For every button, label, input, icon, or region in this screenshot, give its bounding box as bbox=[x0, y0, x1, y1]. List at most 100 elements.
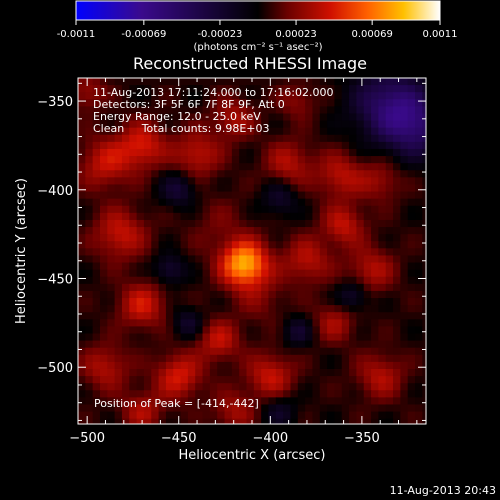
heatmap-cell bbox=[187, 184, 196, 193]
heatmap-cell bbox=[224, 148, 233, 157]
heatmap-cell bbox=[246, 383, 255, 391]
heatmap-cell bbox=[187, 418, 196, 424]
heatmap-cell bbox=[217, 191, 226, 200]
heatmap-cell bbox=[173, 191, 182, 200]
heatmap-cell bbox=[246, 269, 255, 278]
heatmap-cell bbox=[151, 156, 160, 164]
heatmap-cell bbox=[371, 397, 379, 406]
heatmap-cell bbox=[78, 198, 86, 207]
heatmap-cell bbox=[151, 305, 160, 313]
heatmap-cell bbox=[209, 205, 218, 214]
heatmap-cell bbox=[415, 298, 423, 306]
heatmap-cell bbox=[341, 127, 350, 136]
heatmap-cell bbox=[180, 163, 189, 171]
heatmap-cell bbox=[319, 191, 328, 200]
heatmap-cell bbox=[180, 368, 189, 377]
heatmap-cell bbox=[297, 170, 306, 178]
heatmap-cell bbox=[393, 298, 401, 306]
heatmap-cell bbox=[393, 418, 401, 424]
heatmap-cell bbox=[99, 411, 108, 420]
heatmap-cell bbox=[312, 113, 321, 122]
heatmap-cell bbox=[187, 283, 196, 292]
heatmap-cell bbox=[312, 340, 321, 349]
heatmap-cell bbox=[107, 234, 116, 242]
heatmap-cell bbox=[341, 106, 350, 115]
heatmap-cell bbox=[195, 411, 204, 420]
heatmap-cell bbox=[356, 177, 365, 186]
heatmap-cell bbox=[349, 212, 357, 221]
heatmap-cell bbox=[378, 92, 387, 100]
heatmap-cell bbox=[334, 283, 343, 292]
heatmap-cell bbox=[290, 170, 299, 178]
heatmap-cell bbox=[312, 92, 321, 100]
heatmap-cell bbox=[275, 248, 284, 257]
heatmap-cell bbox=[129, 248, 138, 257]
heatmap-cell bbox=[349, 283, 357, 292]
heatmap-cell bbox=[393, 305, 401, 313]
heatmap-cell bbox=[334, 227, 343, 235]
heatmap-cell bbox=[415, 99, 423, 107]
heatmap-cell bbox=[415, 347, 423, 356]
heatmap-cell bbox=[187, 198, 196, 207]
heatmap-cell bbox=[415, 368, 423, 377]
heatmap-cell bbox=[400, 333, 409, 342]
x-axis: −500 −450 −400 −350 bbox=[69, 78, 418, 446]
heatmap-cell bbox=[143, 156, 152, 164]
heatmap-cell bbox=[209, 418, 218, 424]
heatmap-cell bbox=[363, 269, 372, 278]
heatmap-cell bbox=[231, 326, 240, 335]
heatmap-cell bbox=[297, 298, 306, 306]
heatmap-cell bbox=[180, 354, 189, 363]
heatmap-cell bbox=[129, 85, 138, 93]
heatmap-cell bbox=[107, 411, 116, 420]
heatmap-cell bbox=[349, 198, 357, 207]
heatmap-cell bbox=[334, 319, 343, 328]
heatmap-cell bbox=[195, 241, 204, 249]
heatmap-cell bbox=[290, 198, 299, 207]
heatmap-cell bbox=[297, 390, 306, 398]
heatmap-cell bbox=[107, 219, 116, 228]
heatmap-cell bbox=[268, 312, 277, 320]
heatmap-cell bbox=[107, 312, 116, 320]
heatmap-cell bbox=[378, 219, 387, 228]
heatmap-cell bbox=[275, 156, 284, 164]
heatmap-cell bbox=[261, 248, 270, 257]
heatmap-cell bbox=[400, 212, 409, 221]
heatmap-cell bbox=[165, 269, 174, 278]
heatmap-cell bbox=[165, 191, 174, 200]
heatmap-cell bbox=[217, 241, 226, 249]
heatmap-cell bbox=[246, 319, 255, 328]
heatmap-cell bbox=[275, 368, 284, 377]
heatmap-cell bbox=[114, 390, 123, 398]
heatmap-cell bbox=[239, 290, 248, 299]
heatmap-cell bbox=[224, 227, 233, 235]
heatmap-cell bbox=[393, 248, 401, 257]
heatmap-cell bbox=[209, 85, 218, 93]
heatmap-cell bbox=[253, 376, 262, 384]
heatmap-cell bbox=[290, 92, 299, 100]
heatmap-cell bbox=[129, 219, 138, 228]
heatmap-cell bbox=[136, 191, 145, 200]
heatmap-cell bbox=[136, 326, 145, 335]
annotation-clean-counts: Clean Total counts: 9.98E+03 bbox=[93, 122, 270, 135]
heatmap-cell bbox=[283, 156, 292, 164]
heatmap-cell bbox=[217, 347, 226, 356]
heatmap-cell bbox=[246, 418, 255, 424]
heatmap-cell bbox=[209, 305, 218, 313]
heatmap-cell bbox=[85, 134, 94, 143]
heatmap-cell bbox=[378, 248, 387, 257]
heatmap-cell bbox=[195, 404, 204, 413]
heatmap-cell bbox=[319, 411, 328, 420]
heatmap-cell bbox=[158, 312, 167, 320]
heatmap-cell bbox=[283, 205, 292, 214]
heatmap-cell bbox=[319, 227, 328, 235]
heatmap-cell bbox=[275, 198, 284, 207]
heatmap-cell bbox=[107, 127, 116, 136]
heatmap-cell bbox=[121, 390, 130, 398]
heatmap-cell bbox=[385, 305, 394, 313]
heatmap-cell bbox=[297, 333, 306, 342]
heatmap-cell bbox=[393, 177, 401, 186]
heatmap-cell bbox=[253, 404, 262, 413]
footer-timestamp: 11-Aug-2013 20:43 bbox=[390, 484, 496, 497]
heatmap-cell bbox=[231, 127, 240, 136]
